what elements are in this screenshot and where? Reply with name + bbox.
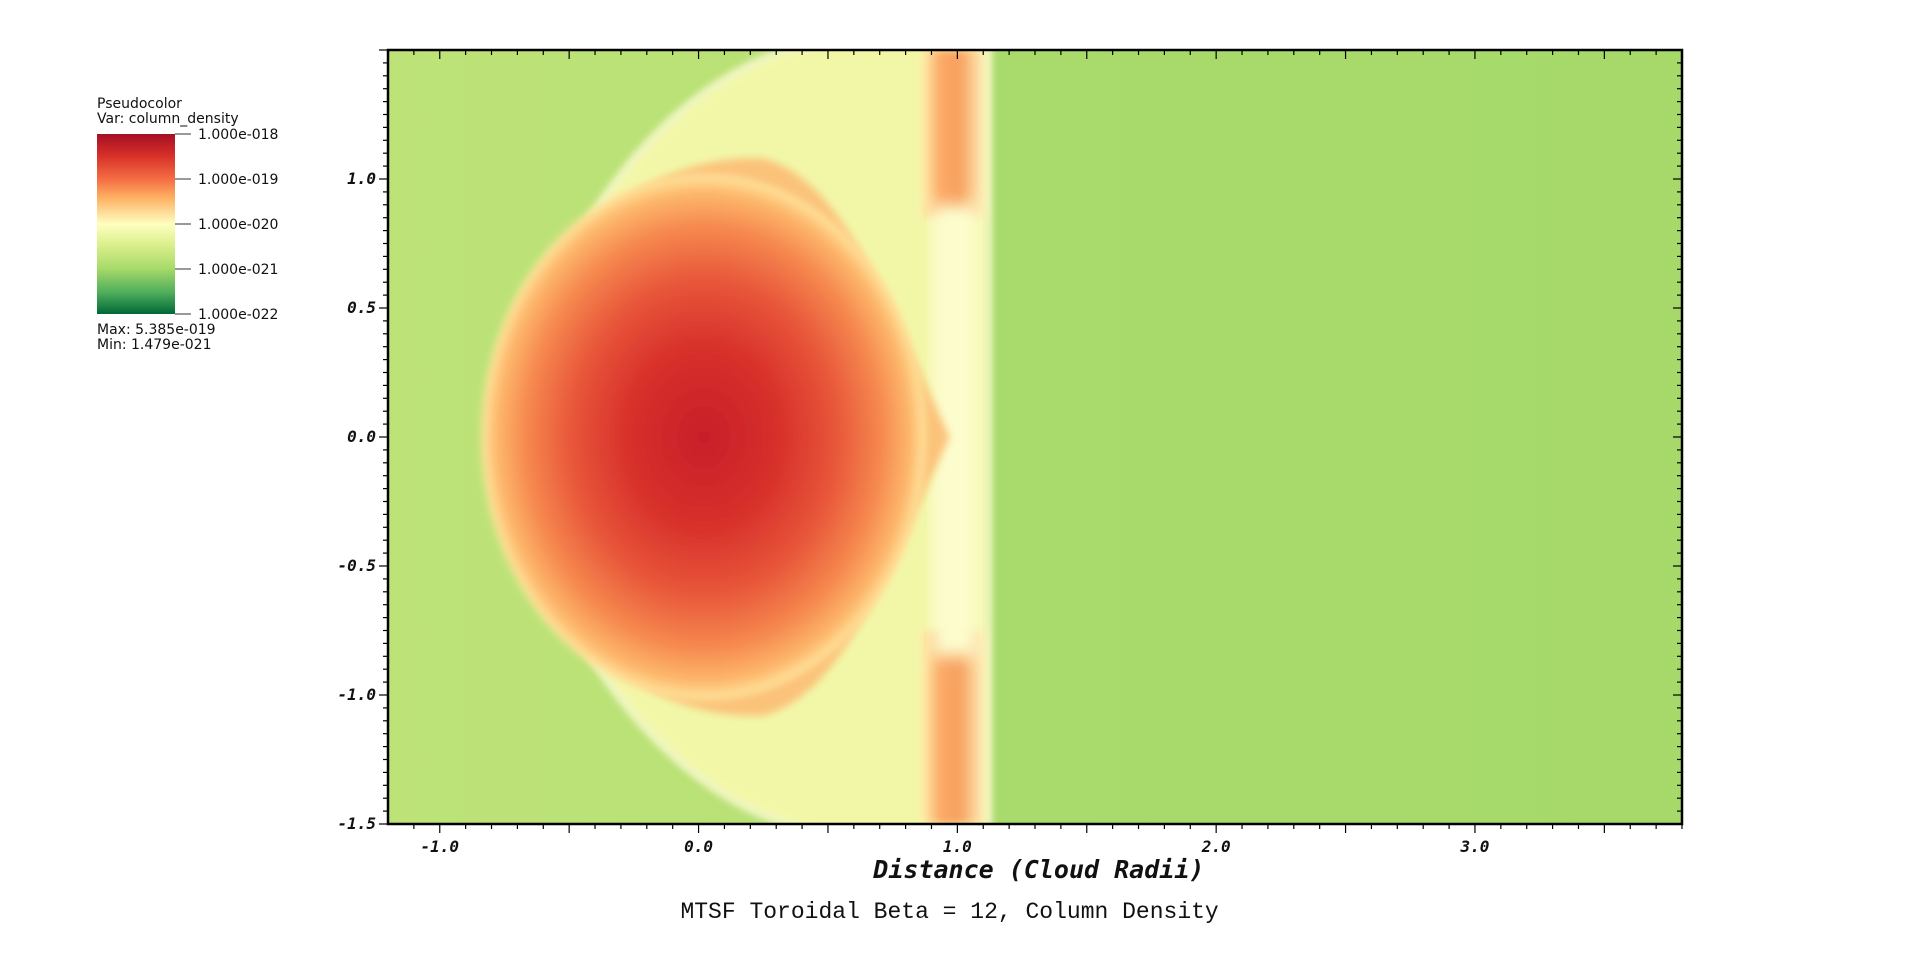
x-axis-ticks: -1.0 0.0 1.0 2.0 3.0 [413,50,1683,856]
heatmap-field [388,50,1682,824]
cloud-core [481,173,927,701]
y-tick-label: 0.0 [347,427,376,446]
y-tick-label: 0.5 [347,298,376,317]
legend-min: Min: 1.479e-021 [97,337,211,353]
colorbar-tick-label: 1.000e-019 [198,172,278,188]
colorbar-tick-label: 1.000e-022 [198,307,278,323]
x-tick-label: 3.0 [1460,837,1490,856]
y-tick-label: -0.5 [337,556,376,575]
x-tick-label: -1.0 [420,837,459,856]
x-tick-label: 0.0 [684,837,713,856]
chart-title: MTSF Toroidal Beta = 12, Column Density [680,899,1218,925]
y-axis-ticks: 1.0 0.5 0.0 -0.5 -1.0 -1.5 [337,49,1682,833]
y-tick-label: 1.0 [347,169,376,188]
x-axis-label: Distance (Cloud Radii) [872,855,1204,884]
colorbar-tick-label: 1.000e-021 [198,262,278,278]
colorbar-tick-label: 1.000e-018 [198,127,278,143]
colorbar-gradient [97,134,175,314]
colorbar-tick-label: 1.000e-020 [198,217,278,233]
colorbar-legend: Pseudocolor Var: column_density 1.000e-0… [97,96,278,353]
colorbar-ticks: 1.000e-018 1.000e-019 1.000e-020 1.000e-021… [175,127,278,323]
x-tick-label: 1.0 [943,837,972,856]
legend-variable: Var: column_density [97,111,239,127]
x-tick-label: 2.0 [1201,837,1231,856]
y-tick-label: -1.5 [337,814,376,833]
upper-stripe [921,50,986,218]
legend-plot-type: Pseudocolor [97,96,182,112]
legend-max: Max: 5.385e-019 [97,322,216,338]
y-tick-label: -1.0 [337,685,376,704]
lower-stripe [921,630,986,824]
